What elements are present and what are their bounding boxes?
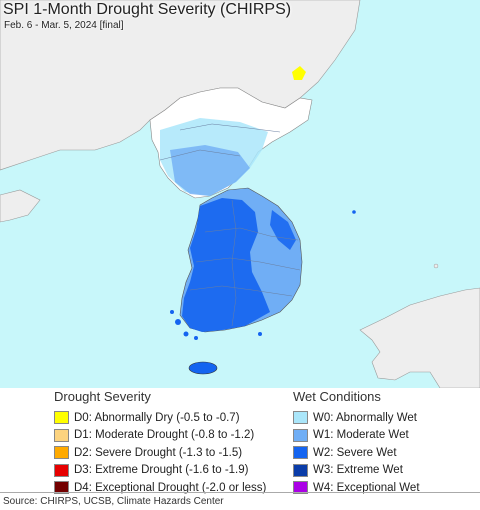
legend-label-w3: W3: Extreme Wet (313, 464, 403, 477)
legend-label-w1: W1: Moderate Wet (313, 429, 409, 442)
drought-legend: Drought Severity D0: Abnormally Dry (-0.… (54, 389, 266, 497)
legend-label-w2: W2: Severe Wet (313, 446, 397, 459)
south-islands (170, 310, 262, 340)
map-title: SPI 1-Month Drought Severity (CHIRPS) (3, 1, 292, 18)
legend-label-d2: D2: Severe Drought (-1.3 to -1.5) (74, 446, 243, 459)
ne-islet (433, 263, 439, 269)
legend-label-w0: W0: Abnormally Wet (313, 411, 417, 424)
province-borders (159, 123, 301, 327)
drought-legend-heading: Drought Severity (54, 389, 151, 404)
legend-label-w4: W4: Exceptional Wet (313, 481, 420, 494)
wet-legend-heading: Wet Conditions (293, 389, 381, 404)
map-subtitle: Feb. 6 - Mar. 5, 2024 [final] (4, 20, 124, 31)
wet-legend: Wet Conditions W0: Abnormally Wet W1: Mo… (293, 389, 420, 497)
legend-item-w3: W3: Extreme Wet (293, 462, 420, 480)
ulleung-island (352, 210, 356, 214)
swatch-w2 (293, 446, 308, 460)
map-svg (0, 0, 480, 388)
legend-label-d3: D3: Extreme Drought (-1.6 to -1.9) (74, 464, 249, 477)
legend-item-w0: W0: Abnormally Wet (293, 409, 420, 427)
source-credit: Source: CHIRPS, UCSB, Climate Hazards Ce… (3, 496, 224, 507)
swatch-w4 (293, 481, 308, 495)
swatch-d4 (54, 481, 69, 495)
swatch-d2 (54, 446, 69, 460)
nk-w1-zone (170, 145, 250, 196)
swatch-d3 (54, 463, 69, 477)
d0-speck (292, 66, 306, 80)
outside-region-japan (359, 287, 480, 388)
sk-w2-zone (182, 198, 270, 332)
drought-map: SPI 1-Month Drought Severity (CHIRPS) Fe… (0, 0, 480, 388)
outside-region-west (0, 189, 41, 223)
swatch-d0 (54, 411, 69, 425)
legend-item-d0: D0: Abnormally Dry (-0.5 to -0.7) (54, 409, 266, 427)
sk-w2-east (270, 210, 296, 250)
swatch-w3 (293, 463, 308, 477)
swatch-w1 (293, 428, 308, 442)
legend-item-d3: D3: Extreme Drought (-1.6 to -1.9) (54, 462, 266, 480)
legend-label-d4: D4: Exceptional Drought (-2.0 or less) (74, 481, 267, 494)
legend-item-d1: D1: Moderate Drought (-0.8 to -1.2) (54, 427, 266, 445)
legend-item-w4: W4: Exceptional Wet (293, 479, 420, 497)
legend-item-w1: W1: Moderate Wet (293, 427, 420, 445)
swatch-d1 (54, 428, 69, 442)
legend-label-d1: D1: Moderate Drought (-0.8 to -1.2) (74, 429, 255, 442)
legend-item-d4: D4: Exceptional Drought (-2.0 or less) (54, 479, 266, 497)
legend-item-d2: D2: Severe Drought (-1.3 to -1.5) (54, 444, 266, 462)
jeju-island (188, 361, 218, 375)
footer: Source: CHIRPS, UCSB, Climate Hazards Ce… (0, 492, 480, 510)
legend-item-w2: W2: Severe Wet (293, 444, 420, 462)
swatch-w0 (293, 411, 308, 425)
legend-label-d0: D0: Abnormally Dry (-0.5 to -0.7) (74, 411, 240, 424)
